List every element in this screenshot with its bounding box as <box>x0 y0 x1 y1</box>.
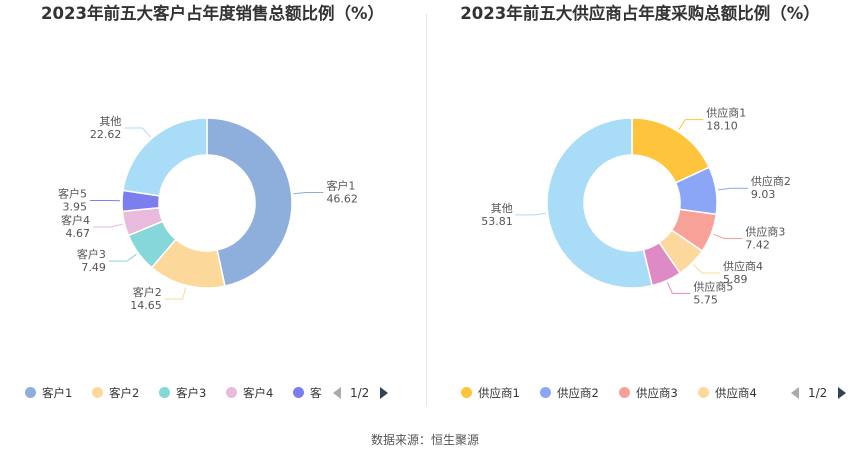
legend-item[interactable]: 供应商3 <box>619 384 678 402</box>
slice-label: 供应商4 <box>723 259 763 273</box>
legend-dot-icon <box>698 387 709 398</box>
slice-value-label: 46.62 <box>326 193 358 206</box>
sales-chart-panel: 2023年前五大客户占年度销售总额比例（%） 客户1 46.62 客户2 14.65 客… <box>0 0 425 420</box>
legend-item[interactable]: 客 <box>293 384 322 402</box>
legend-page-indicator: 1/2 <box>808 386 828 400</box>
purchase-chart-panel: 2023年前五大供应商占年度采购总额比例（%） 供应商1 18.10 供应商2 9.0… <box>425 0 850 420</box>
chart-legend: 客户1 客户2 客户3 客户4 客 1/2 <box>0 384 425 404</box>
slice-label: 客户3 <box>77 247 106 261</box>
legend-dot-icon <box>293 387 304 398</box>
legend-dot-icon <box>25 387 36 398</box>
legend-dot-icon <box>92 387 103 398</box>
slice-label: 其他 <box>99 115 121 128</box>
slice-value-label: 3.95 <box>63 200 88 213</box>
legend-label: 客户3 <box>176 386 207 400</box>
slice-label: 供应商1 <box>706 106 746 120</box>
leader-line <box>713 233 743 240</box>
slice-value-label: 7.42 <box>745 239 770 252</box>
legend-item[interactable]: 客户1 <box>25 384 72 402</box>
slice-label: 客户5 <box>58 186 87 200</box>
leader-line <box>164 287 187 300</box>
slice-value-label: 4.67 <box>65 227 90 240</box>
legend-item[interactable]: 客户2 <box>92 384 139 402</box>
slice-label: 客户4 <box>61 213 90 227</box>
slice-value-label: 5.75 <box>693 293 718 306</box>
slice-label: 供应商2 <box>751 174 791 188</box>
leader-line <box>293 192 324 195</box>
legend-label: 供应商2 <box>557 386 599 400</box>
slice-value-label: 9.03 <box>751 188 776 201</box>
slice-value-label: 53.81 <box>481 215 513 228</box>
chart-title: 2023年前五大供应商占年度采购总额比例（%） <box>460 4 820 23</box>
legend-item[interactable]: 供应商1 <box>461 384 520 402</box>
slice-value-label: 22.62 <box>90 128 122 141</box>
legend-item[interactable]: 客户4 <box>226 384 273 402</box>
legend-dot-icon <box>159 387 170 398</box>
legend-label: 客 <box>310 386 322 400</box>
legend-label: 供应商3 <box>636 386 678 400</box>
legend-item[interactable]: 客户3 <box>159 384 206 402</box>
legend-dot-icon <box>540 387 551 398</box>
slice-label: 供应商3 <box>745 225 785 239</box>
legend-dot-icon <box>226 387 237 398</box>
legend-items: 客户1 客户2 客户3 客户4 客 <box>25 384 325 404</box>
slice-value-label: 5.89 <box>723 273 748 286</box>
leader-line <box>667 282 691 294</box>
slice-value-label: 18.10 <box>706 120 738 133</box>
panel-divider <box>426 14 427 406</box>
legend-label: 供应商1 <box>478 386 520 400</box>
slice-value-label: 7.49 <box>81 261 106 274</box>
leader-line <box>693 264 721 274</box>
slice-label: 客户2 <box>133 285 162 299</box>
legend-label: 客户4 <box>243 386 274 400</box>
legend-label: 客户1 <box>42 386 73 400</box>
legend-items: 供应商1 供应商2 供应商3 供应商4 <box>461 384 783 404</box>
pie-slice-6[interactable] <box>122 117 208 197</box>
legend-label: 客户2 <box>109 386 140 400</box>
pie-slice-1[interactable] <box>206 117 293 287</box>
leader-line <box>124 127 151 138</box>
slice-label: 供应商5 <box>693 279 733 293</box>
data-source: 数据来源：恒生聚源 <box>370 433 479 447</box>
leader-line <box>515 212 546 216</box>
legend-item[interactable]: 供应商2 <box>540 384 599 402</box>
legend-next-icon[interactable] <box>838 387 846 399</box>
legend-dot-icon <box>619 387 630 398</box>
slice-label: 客户1 <box>326 179 355 193</box>
legend-prev-icon[interactable] <box>791 387 799 399</box>
chart-title: 2023年前五大客户占年度销售总额比例（%） <box>41 4 384 23</box>
legend-next-icon[interactable] <box>380 387 388 399</box>
legend-dot-icon <box>461 387 472 398</box>
legend-prev-icon[interactable] <box>333 387 341 399</box>
leader-line <box>717 187 748 191</box>
leader-line <box>678 119 704 130</box>
chart-legend: 供应商1 供应商2 供应商3 供应商4 1/2 <box>425 384 850 404</box>
slice-label: 其他 <box>491 202 513 215</box>
leader-line <box>92 223 123 228</box>
legend-label: 供应商4 <box>715 386 757 400</box>
slice-value-label: 14.65 <box>130 299 162 312</box>
legend-item[interactable]: 供应商4 <box>698 384 757 402</box>
legend-page-indicator: 1/2 <box>350 386 370 400</box>
leader-line <box>108 253 137 262</box>
pie-slice-6[interactable] <box>546 117 654 289</box>
